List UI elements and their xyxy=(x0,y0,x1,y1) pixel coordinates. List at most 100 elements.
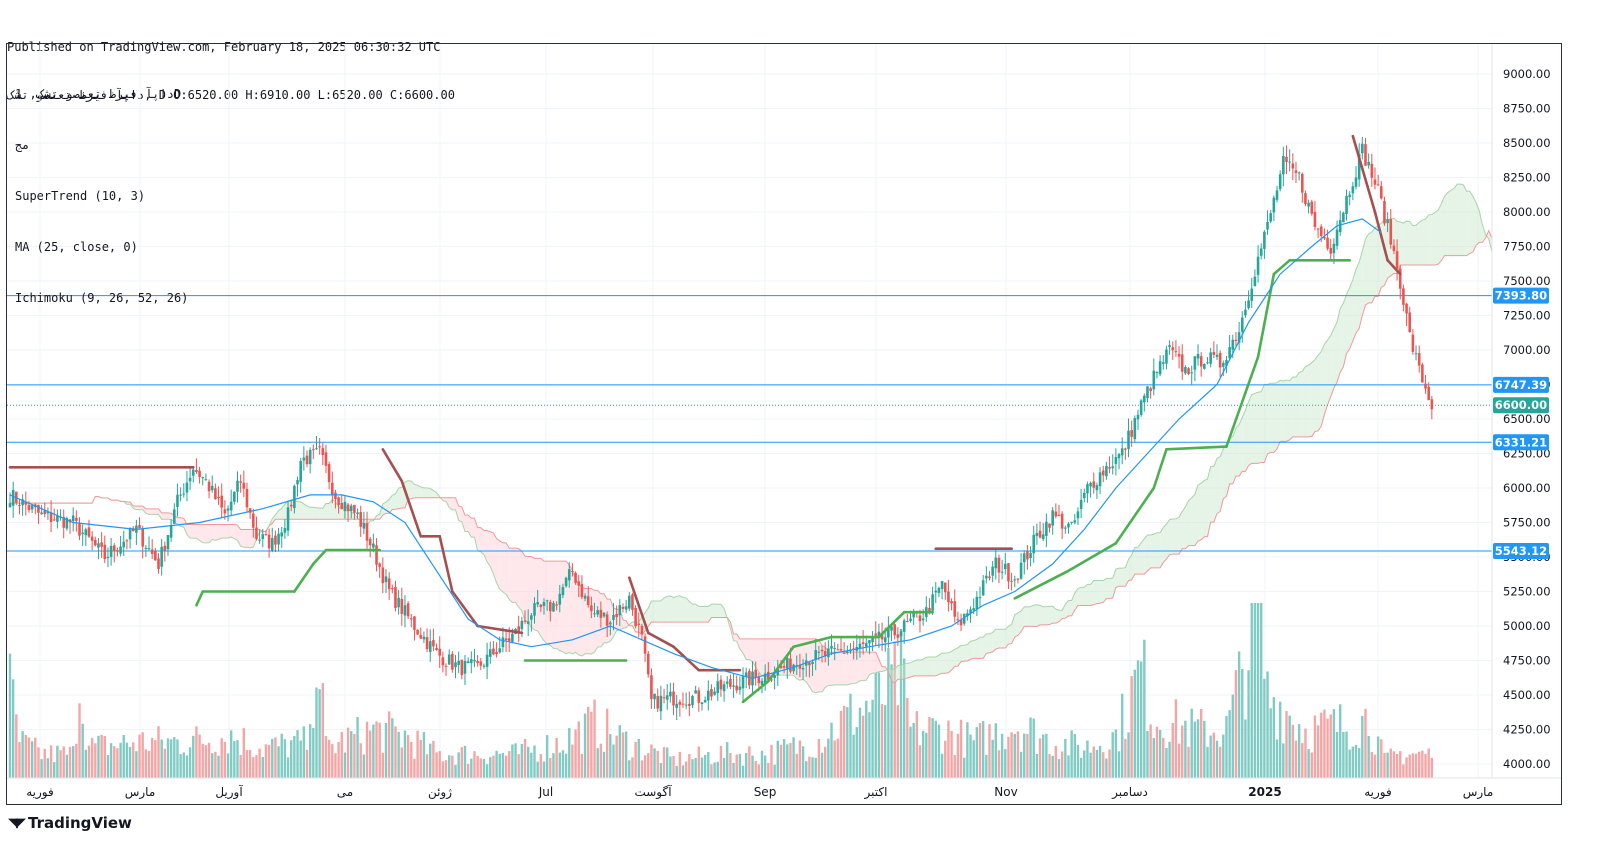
cloud-segment xyxy=(1077,587,1082,606)
volume-bar xyxy=(599,743,603,778)
candle-body xyxy=(454,662,457,668)
cloud-segment xyxy=(540,558,544,641)
volume-bar xyxy=(1395,753,1399,778)
cloud-segment xyxy=(771,638,775,676)
volume-bar xyxy=(18,742,21,778)
volume-bar xyxy=(283,739,287,778)
volume-bar xyxy=(1348,749,1351,778)
volume-bar xyxy=(609,734,612,778)
volume-bar xyxy=(226,753,230,778)
candle-body xyxy=(223,509,227,514)
volume-bar xyxy=(1029,717,1032,778)
cloud-segment xyxy=(231,524,235,539)
volume-bar xyxy=(1323,709,1326,778)
candle-body xyxy=(100,542,103,547)
cloud-segment xyxy=(1381,219,1385,288)
candle-body xyxy=(441,657,445,666)
candle-body xyxy=(43,510,47,515)
volume-bar xyxy=(346,727,350,778)
candle-body xyxy=(498,648,502,653)
y-tick-label: 7250.00 xyxy=(1503,309,1551,323)
candle-body xyxy=(763,673,767,683)
candle-body xyxy=(959,619,963,626)
candle-body xyxy=(1234,339,1238,341)
supertrend-segment xyxy=(438,534,454,593)
candle-body xyxy=(940,581,944,590)
volume-bar xyxy=(1146,731,1149,778)
y-tick-label: 5000.00 xyxy=(1503,619,1551,633)
cloud-segment xyxy=(1062,604,1066,619)
volume-bar xyxy=(877,672,881,778)
volume-bar xyxy=(1000,733,1004,778)
cloud-segment xyxy=(1005,626,1009,649)
candle-body xyxy=(1259,248,1263,256)
volume-bar xyxy=(997,750,1001,778)
cloud-segment xyxy=(575,578,579,655)
candle-body xyxy=(1054,511,1058,517)
legend-ma[interactable]: MA (25, close, 0) xyxy=(15,240,138,254)
volume-bar xyxy=(185,755,189,778)
candle-body xyxy=(542,602,546,606)
candle-body xyxy=(590,605,593,612)
candle-body xyxy=(492,648,495,655)
candle-body xyxy=(1215,354,1219,357)
volume-bar xyxy=(855,727,858,778)
volume-bar xyxy=(1269,708,1272,778)
candle-body xyxy=(808,662,811,666)
cloud-segment xyxy=(149,508,153,515)
cloud-segment xyxy=(651,600,655,623)
cloud-segment xyxy=(414,484,418,498)
legend-ichimoku[interactable]: Ichimoku (9, 26, 52, 26) xyxy=(15,291,189,305)
volume-bar xyxy=(1291,724,1295,778)
price-label-box xyxy=(1493,397,1549,414)
volume-bar xyxy=(119,742,122,778)
volume-bar xyxy=(865,700,868,778)
volume-bar xyxy=(887,647,890,778)
cloud-segment xyxy=(698,606,702,623)
volume-bar xyxy=(207,742,211,778)
volume-bar xyxy=(1339,704,1342,778)
supertrend-segment xyxy=(877,610,906,639)
candle-body xyxy=(716,681,720,694)
candle-body xyxy=(520,620,524,630)
legend-symbol: داپآ فیرظ تعنصو تشک, 1D xyxy=(15,87,182,101)
candle-body xyxy=(817,651,821,653)
volume-bar xyxy=(410,741,413,778)
volume-bar xyxy=(419,739,422,778)
cloud-segment xyxy=(1463,184,1467,256)
candle-body xyxy=(681,703,685,705)
candle-body xyxy=(782,666,786,668)
volume-bar xyxy=(520,743,524,778)
candle-body xyxy=(422,636,426,640)
volume-bar xyxy=(223,741,227,778)
cloud-segment xyxy=(325,503,330,520)
candle-body xyxy=(125,540,129,542)
candle-body xyxy=(315,448,318,450)
volume-bar xyxy=(327,739,331,778)
volume-bar xyxy=(37,747,40,778)
volume-bar xyxy=(116,748,119,778)
tradingview-brand[interactable]: ◥◤ TradingView xyxy=(8,814,132,832)
ichimoku-cloud xyxy=(10,183,1493,694)
candle-body xyxy=(157,558,160,569)
cloud-segment xyxy=(186,524,191,539)
volume-bar xyxy=(580,753,584,778)
cloud-segment xyxy=(961,645,965,662)
candle-body xyxy=(372,543,375,548)
volume-bar xyxy=(884,705,887,778)
candle-body xyxy=(286,507,290,531)
cloud-segment xyxy=(692,604,696,623)
chart-frame[interactable] xyxy=(6,43,1562,805)
volume-bar xyxy=(1105,758,1108,778)
cloud-segment xyxy=(1343,294,1347,367)
supertrend-line xyxy=(8,134,1402,704)
candle-body xyxy=(1326,237,1329,249)
cloud-segment xyxy=(458,505,462,522)
cloud-segment xyxy=(1441,196,1445,261)
cloud-segment xyxy=(224,524,229,538)
candle-body xyxy=(602,612,606,617)
legend-supertrend[interactable]: SuperTrend (10, 3) xyxy=(15,189,146,203)
candle-body xyxy=(236,480,239,492)
candle-body xyxy=(634,607,637,627)
